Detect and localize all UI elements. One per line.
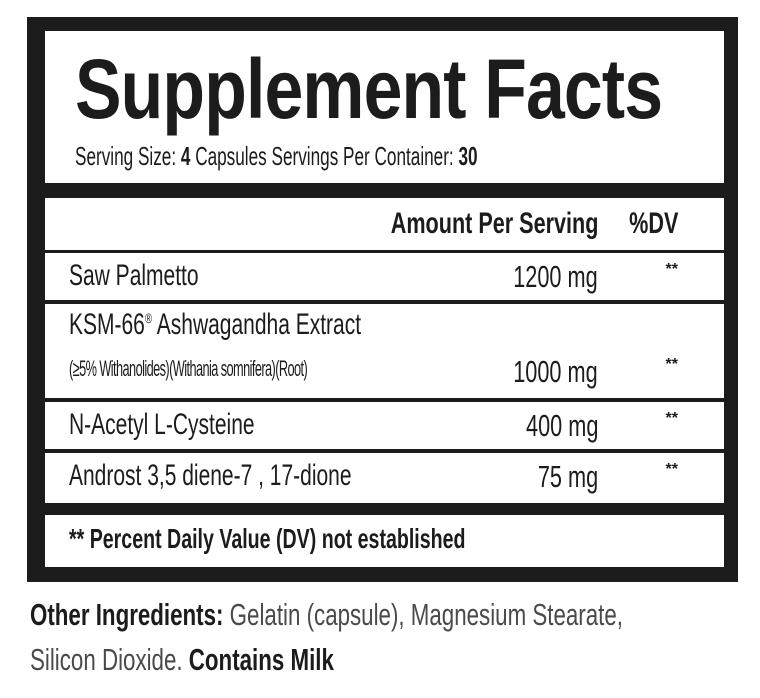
ingredient-amount: 400 mg [525,408,598,443]
servings-per-container-label: Servings Per Container: [271,141,454,171]
other-ingredients-continued: Silicon Dioxide. Contains Milk [30,642,334,678]
ingredient-dv: ** [665,410,678,427]
ingredient-name: KSM-66® Ashwagandha Extract [69,308,361,342]
ingredient-name-rest: Ashwagandha Extract [156,308,362,341]
supplement-facts-panel: Supplement Facts Serving Size: 4 Capsule… [27,17,738,582]
ingredient-dv: ** [665,261,678,278]
ingredient-dv: ** [665,356,678,373]
serving-size-value: 4 [180,141,191,171]
column-header: Amount Per Serving %DV [45,198,724,250]
amount-header: Amount Per Serving [390,207,598,240]
other-ingredients-label: Other Ingredients: [30,597,224,632]
ingredient-row: Androst 3,5 diene-7 , 17-dione 75 mg ** [45,453,724,503]
ingredient-row: Saw Palmetto 1200 mg ** [45,253,724,300]
ingredient-amount: 75 mg [537,459,598,494]
ingredient-amount: 1000 mg [513,354,598,389]
allergen-statement: Contains Milk [188,642,334,677]
title: Supplement Facts [75,42,663,136]
serving-info: Serving Size: 4 Capsules Servings Per Co… [75,141,478,172]
other-ingredients-line1: Gelatin (capsule), Magnesium Stearate, [229,597,623,632]
ingredient-name: Saw Palmetto [69,259,199,292]
registered-mark: ® [144,310,153,326]
ingredient-detail: (≥5% Withanolides)(Withania somnifera)(R… [69,356,308,381]
ingredient-brand: KSM-66 [69,308,145,341]
ingredient-row: KSM-66® Ashwagandha Extract (≥5% Withano… [45,304,724,398]
footnote: ** Percent Daily Value (DV) not establis… [69,523,466,554]
dv-header: %DV [628,207,678,240]
ingredient-name: Androst 3,5 diene-7 , 17-dione [69,459,352,492]
servings-per-container-value: 30 [458,141,478,171]
title-section: Supplement Facts Serving Size: 4 Capsule… [45,31,724,183]
ingredient-name: N-Acetyl L-Cysteine [69,408,255,441]
serving-size-unit: Capsules [195,141,267,171]
ingredient-row: N-Acetyl L-Cysteine 400 mg ** [45,402,724,449]
ingredient-dv: ** [665,461,678,478]
ingredient-amount: 1200 mg [513,259,598,294]
other-ingredients-line2: Silicon Dioxide. [30,642,183,677]
footnote-section: ** Percent Daily Value (DV) not establis… [45,515,724,567]
other-ingredients: Other Ingredients: Gelatin (capsule), Ma… [30,597,623,633]
serving-size-label: Serving Size: [75,141,177,171]
